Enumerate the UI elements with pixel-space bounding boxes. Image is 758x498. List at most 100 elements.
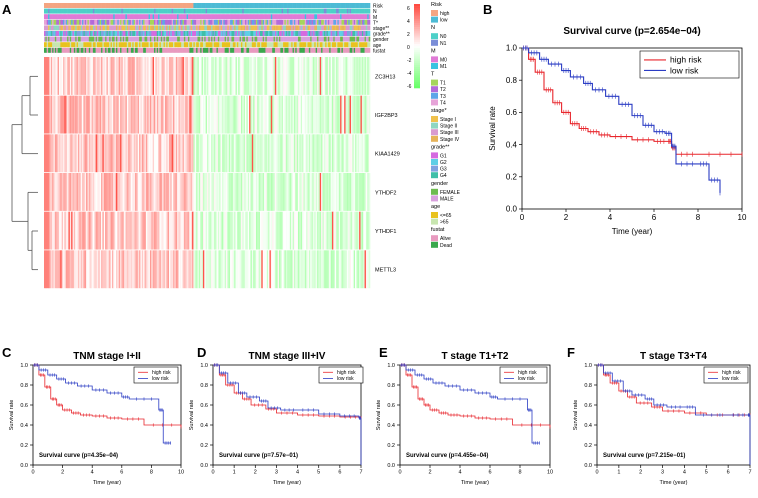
heatmap-cell [82,173,84,211]
heatmap-cell [336,250,338,289]
legend-label: high risk [722,370,741,376]
annotation-row [44,8,371,14]
annotation-cell [162,31,164,36]
annotation-cell [69,31,72,36]
scale-swatch [414,67,420,70]
annotation-cell [312,25,315,31]
annotation-cell [124,25,126,31]
heatmap-cell [235,211,238,250]
annotation-cell [221,3,224,8]
annotation-cell [133,3,136,8]
heatmap-cell [341,57,344,95]
annotation-cell [299,3,302,8]
x-tick-label: 4 [608,213,613,222]
annotation-cell [107,36,110,42]
annotation-cell [196,36,198,42]
legend-label: T3 [440,94,446,100]
annotation-cell [346,47,349,53]
annotation-cell [133,25,136,31]
annotation-cell [98,42,100,48]
annotation-cell [219,31,221,36]
heatmap-cell [168,173,171,211]
heatmap-cell [284,250,287,289]
annotation-cell [231,3,234,8]
heatmap-cell [293,173,296,211]
heatmap-cell [216,173,219,211]
legend-label: G2 [440,160,447,166]
annotation-cell [56,36,58,42]
heatmap-cell [181,95,183,134]
annotation-cell [349,42,352,48]
annotation-cell [312,14,315,20]
annotation-cell [80,8,83,14]
annotation-cell [189,8,191,14]
annotation-cell [48,3,50,8]
heatmap-cell [360,211,363,250]
heatmap-cell [163,57,166,95]
heatmap-cell [68,134,71,173]
annotation-cell [209,42,212,48]
annotation-cell [331,47,334,53]
annotation-cell [350,3,353,8]
heatmap-cell [109,173,111,211]
annotation-cell [196,25,198,31]
annotation-cell [101,36,103,42]
annotation-cell [281,19,284,25]
heatmap-cell [152,134,155,173]
annotation-cell [83,14,86,20]
annotation-cell [288,19,291,25]
annotation-cell [154,47,156,53]
annotation-cell [278,14,281,20]
annotation-cell [106,14,109,20]
annotation-cell [57,31,60,36]
heatmap-cell [289,250,292,289]
annotation-cell [238,8,240,14]
annotation-cell [276,31,278,36]
annotation-cell [98,8,100,14]
annotation-cell [264,31,266,36]
heatmap-cell [345,173,348,211]
annotation-cell [273,36,276,42]
annotation-cell [160,3,163,8]
annotation-cell [80,3,83,8]
annotation-cell [46,31,49,36]
legend-box [499,366,548,384]
annotation-cell [126,47,129,53]
heatmap-cell [355,250,357,289]
heatmap-cell [329,250,331,289]
legend-title: T [431,72,435,78]
annotation-cell [277,3,280,8]
heatmap-cell [344,95,346,134]
annotation-cell [331,25,334,31]
heatmap-cell [220,250,223,289]
annotation-cell [65,3,68,8]
annotation-cell [174,8,177,14]
annotation-row [44,19,371,25]
annotation-cell [187,3,190,8]
annotation-cell [125,14,128,20]
annotation-cell [226,25,228,31]
heatmap-cell [364,95,367,134]
annotation-cell [61,8,64,14]
annotation-cell [88,36,91,42]
heatmap-cell [156,211,159,250]
annotation-cell [86,36,88,42]
heatmap-cell [75,173,77,211]
annotation-cell [194,36,197,42]
heatmap-cell [182,173,185,211]
annotation-cell [91,3,94,8]
annotation-cell [88,42,91,48]
heatmap-cell [53,211,56,250]
panel-label-c: C [2,345,12,360]
annotation-cell [82,25,84,31]
heatmap-cell [130,250,133,289]
heatmap-cell [323,134,326,173]
annotation-cell [224,36,227,42]
heatmap-cell [323,250,326,289]
annotation-cell [102,19,105,25]
heatmap-cell [322,173,325,211]
heatmap-cell [333,95,335,134]
heatmap-cell [193,57,196,95]
annotation-cell [249,31,251,36]
heatmap-cell [202,173,205,211]
